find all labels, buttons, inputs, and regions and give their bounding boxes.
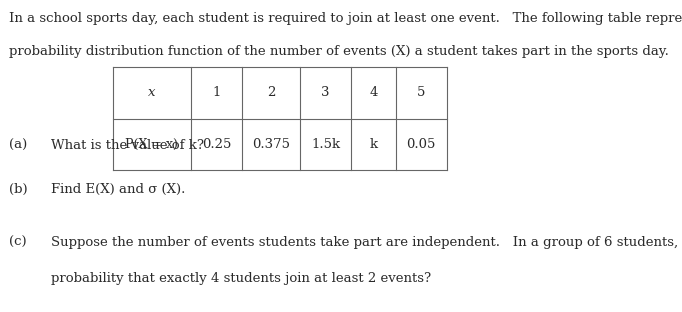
Text: x: x (148, 86, 155, 99)
Text: 4: 4 (369, 86, 378, 99)
Text: (a): (a) (9, 139, 27, 152)
Text: 3: 3 (321, 86, 330, 99)
Text: 1.5k: 1.5k (311, 138, 340, 151)
Text: Find E(X) and σ (X).: Find E(X) and σ (X). (51, 183, 186, 196)
Text: What is the value of k?: What is the value of k? (51, 139, 204, 152)
Text: 0.05: 0.05 (406, 138, 436, 151)
Text: 0.25: 0.25 (202, 138, 231, 151)
Text: 2: 2 (267, 86, 276, 99)
Text: P(X = x): P(X = x) (125, 138, 178, 151)
Text: k: k (370, 138, 377, 151)
Text: Suppose the number of events students take part are independent.   In a group of: Suppose the number of events students ta… (51, 236, 682, 249)
Text: 0.375: 0.375 (252, 138, 290, 151)
Text: 1: 1 (212, 86, 221, 99)
Text: probability that exactly 4 students join at least 2 events?: probability that exactly 4 students join… (51, 272, 431, 285)
Text: (b): (b) (9, 183, 27, 196)
Text: In a school sports day, each student is required to join at least one event.   T: In a school sports day, each student is … (9, 12, 682, 26)
Text: 5: 5 (417, 86, 426, 99)
Text: (c): (c) (9, 236, 27, 249)
Text: probability distribution function of the number of events (X) a student takes pa: probability distribution function of the… (9, 45, 669, 58)
